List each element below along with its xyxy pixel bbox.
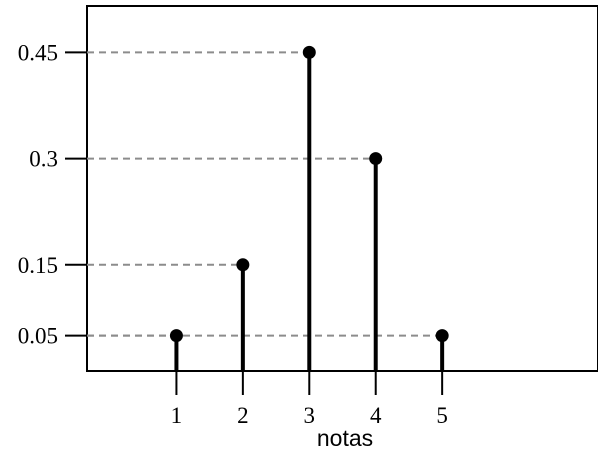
x-tick-label: 1 (171, 403, 183, 428)
x-tick-label: 4 (370, 403, 382, 428)
x-axis-label: notas (317, 425, 373, 451)
y-tick-label: 0.45 (18, 40, 58, 65)
x-axis-ticks: 1 2 3 4 5 (171, 371, 448, 428)
x-tick-label: 5 (436, 403, 448, 428)
stems (169, 45, 449, 371)
reference-lines (87, 51, 443, 337)
y-tick-label: 0.05 (18, 324, 58, 349)
stem-marker (236, 258, 250, 272)
y-tick-label: 0.15 (18, 253, 58, 278)
plot-frame (86, 5, 598, 372)
stem-marker (435, 329, 449, 343)
stem-marker (302, 45, 316, 59)
y-axis-ticks: 0.05 0.15 0.3 0.45 (18, 40, 87, 349)
y-tick-label: 0.3 (29, 147, 58, 172)
stem-marker (169, 329, 183, 343)
x-tick-label: 2 (237, 403, 249, 428)
stem-marker (369, 152, 383, 166)
x-tick-label: 3 (304, 403, 316, 428)
